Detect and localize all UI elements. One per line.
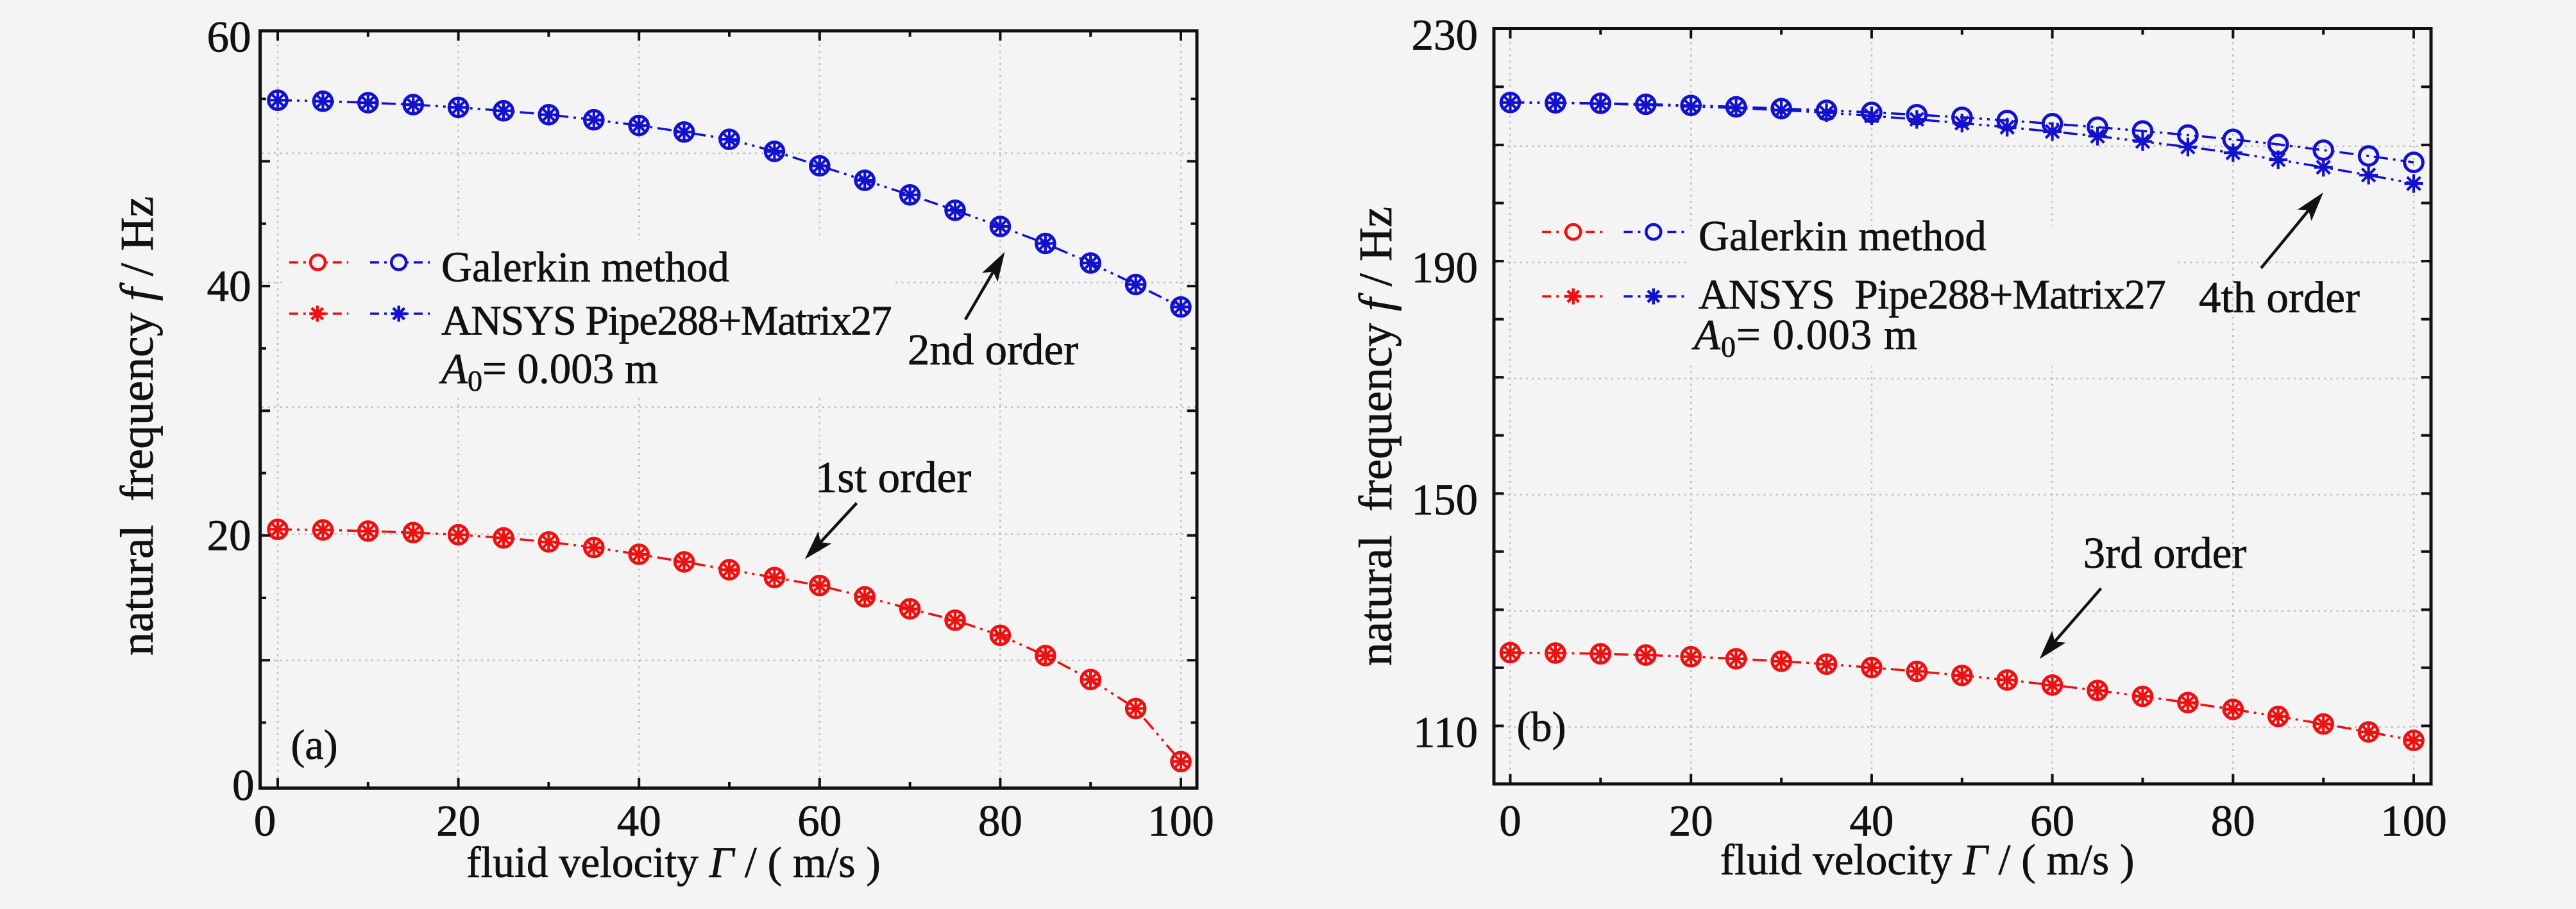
svg-text:230: 230: [1412, 11, 1479, 60]
svg-text:A0= 0.003 m: A0= 0.003 m: [1691, 311, 1918, 363]
svg-text:60: 60: [207, 13, 251, 62]
svg-text:40: 40: [1849, 797, 1894, 845]
svg-text:4th order: 4th order: [2199, 273, 2360, 322]
svg-text:190: 190: [1412, 243, 1479, 292]
svg-text:20: 20: [207, 511, 251, 560]
svg-text:ANSYS Pipe288+Matrix27: ANSYS Pipe288+Matrix27: [1699, 271, 2165, 318]
svg-text:100: 100: [2380, 797, 2447, 845]
svg-text:0: 0: [232, 761, 255, 810]
svg-text:0: 0: [254, 797, 276, 845]
svg-text:40: 40: [617, 797, 661, 845]
svg-text:ANSYS Pipe288+Matrix27: ANSYS Pipe288+Matrix27: [441, 298, 892, 344]
svg-text:0: 0: [1499, 797, 1521, 845]
svg-text:20: 20: [436, 797, 480, 845]
svg-text:natural frequency f / Hz: natural frequency f / Hz: [111, 196, 163, 656]
svg-text:60: 60: [2030, 797, 2074, 845]
svg-text:40: 40: [207, 262, 251, 310]
svg-text:110: 110: [1413, 708, 1478, 756]
svg-text:(b): (b): [1517, 704, 1566, 751]
svg-text:A0= 0.003 m: A0= 0.003 m: [439, 345, 658, 397]
svg-text:60: 60: [797, 797, 842, 845]
svg-text:Galerkin method: Galerkin method: [1699, 213, 1987, 260]
svg-text:80: 80: [978, 797, 1022, 845]
svg-text:natural frequency f / Hz: natural frequency f / Hz: [1350, 207, 1402, 666]
svg-text:(a): (a): [291, 722, 337, 769]
svg-text:150: 150: [1412, 475, 1479, 524]
svg-text:80: 80: [2211, 797, 2255, 845]
svg-text:Galerkin method: Galerkin method: [441, 244, 729, 291]
svg-text:1st order: 1st order: [815, 453, 971, 502]
svg-text:2nd order: 2nd order: [908, 325, 1078, 374]
svg-text:fluid velocity Γ / ( m/s ): fluid velocity Γ / ( m/s ): [1720, 836, 2135, 884]
svg-text:3rd order: 3rd order: [2083, 529, 2247, 577]
svg-text:100: 100: [1148, 797, 1214, 845]
svg-text:20: 20: [1669, 797, 1713, 845]
svg-text:fluid velocity Γ / ( m/s ): fluid velocity Γ / ( m/s ): [466, 838, 881, 887]
